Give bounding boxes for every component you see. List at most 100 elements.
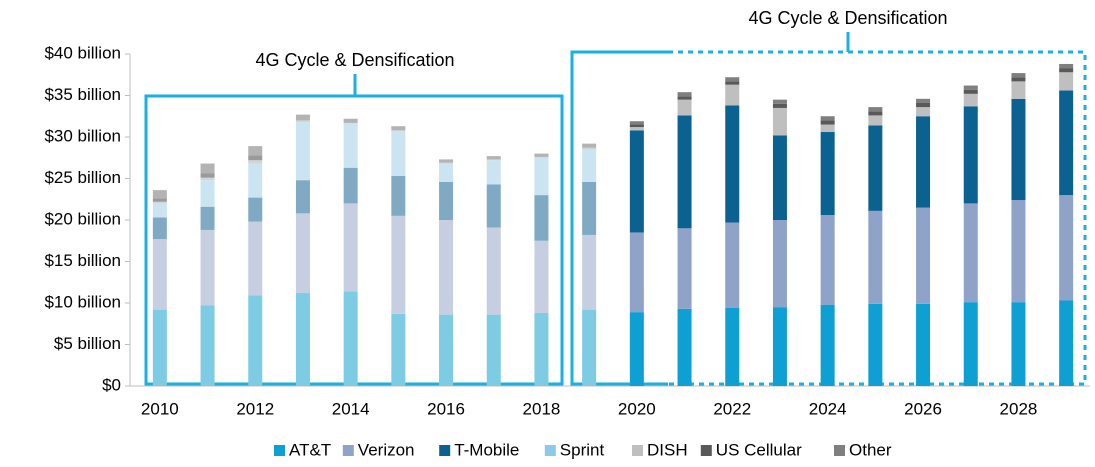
bar-segment xyxy=(963,302,978,386)
bar-segment xyxy=(582,309,597,386)
y-tick-label: $15 billion xyxy=(44,251,121,270)
bar-segment xyxy=(200,229,215,306)
bar-segment xyxy=(486,159,501,161)
bar-segment xyxy=(1011,200,1026,303)
bar-segment xyxy=(963,89,978,94)
bar-segment xyxy=(200,177,215,181)
bar-segment xyxy=(725,105,740,223)
bar-segment xyxy=(725,84,740,106)
bar-segment xyxy=(391,176,406,216)
bar-segment xyxy=(916,107,931,117)
bar-segment xyxy=(486,314,501,386)
bar-segment xyxy=(391,130,406,132)
bar-segment xyxy=(200,206,215,230)
legend-label: T-Mobile xyxy=(454,440,519,459)
x-tick-label: 2016 xyxy=(427,399,465,418)
legend-swatch xyxy=(274,445,285,456)
bar-segment xyxy=(677,228,692,309)
y-tick-label: $40 billion xyxy=(44,43,121,62)
bar-segment xyxy=(772,135,787,220)
annotation-boxes xyxy=(144,32,1087,386)
bar-segment xyxy=(820,215,835,305)
bar-segment xyxy=(677,99,692,116)
bar-segment xyxy=(629,232,644,313)
legend-label: Verizon xyxy=(358,440,415,459)
bar-segment xyxy=(772,307,787,386)
bar-segment xyxy=(772,103,787,108)
y-tick-label: $20 billion xyxy=(44,209,121,228)
bar-segment xyxy=(200,180,215,207)
legend-swatch xyxy=(544,445,556,456)
bar-segment xyxy=(152,198,167,202)
bar-segment xyxy=(629,124,644,128)
bar-segment xyxy=(677,96,692,100)
bar-segment xyxy=(820,304,835,386)
bar-segment xyxy=(820,120,835,125)
legend-swatch xyxy=(342,445,354,456)
bar-segment xyxy=(343,122,358,124)
bar-segment xyxy=(391,126,406,131)
bar-segment xyxy=(534,157,549,196)
bar-segment xyxy=(582,234,597,310)
bar-segment xyxy=(916,303,931,386)
bar-segment xyxy=(582,149,597,182)
bar-segment xyxy=(534,240,549,313)
bar-segment xyxy=(725,77,740,82)
bar-segment xyxy=(1011,77,1026,82)
bar-segment xyxy=(868,125,883,211)
bar-segment xyxy=(295,120,310,123)
y-tick-label: $30 billion xyxy=(44,126,121,145)
x-tick-label: 2028 xyxy=(1000,399,1038,418)
bar-segment xyxy=(629,121,644,125)
bar-segment xyxy=(677,92,692,97)
bar-segment xyxy=(152,309,167,386)
bar-segment xyxy=(439,314,454,386)
bar-segment xyxy=(295,293,310,386)
x-tick-label: 2010 xyxy=(141,399,179,418)
y-tick-label: $0 xyxy=(102,375,121,394)
bar-segment xyxy=(439,181,454,220)
y-tick-label: $25 billion xyxy=(44,168,121,187)
bar-segment xyxy=(916,102,931,108)
bar-segment xyxy=(200,305,215,386)
bar-segment xyxy=(295,213,310,294)
bar-segment xyxy=(1011,98,1026,201)
bar-segment xyxy=(152,201,167,204)
bar-segment xyxy=(486,156,501,160)
bar-segment xyxy=(439,163,454,182)
legend-label: Sprint xyxy=(560,440,605,459)
annotation-box xyxy=(570,50,668,386)
bar-segment xyxy=(629,130,644,233)
bar-segment xyxy=(582,181,597,235)
bar-segment xyxy=(295,122,310,181)
bar-segment xyxy=(772,107,787,136)
bar-segment xyxy=(725,307,740,386)
annotation: 4G Cycle & Densification xyxy=(255,50,454,70)
bar-segment xyxy=(772,99,787,104)
bar-segment xyxy=(1011,81,1026,99)
bar-segment xyxy=(248,163,263,198)
bar-segment xyxy=(1011,73,1026,78)
bar-segment xyxy=(152,203,167,218)
bar-segment xyxy=(677,308,692,386)
legend-swatch xyxy=(834,445,845,456)
bar-segment xyxy=(152,190,167,199)
legend-swatch xyxy=(700,445,712,456)
bar-segment xyxy=(868,107,883,112)
bar-segment xyxy=(343,167,358,204)
bar-segment xyxy=(963,93,978,107)
x-tick-label: 2026 xyxy=(904,399,942,418)
bar-segment xyxy=(868,210,883,304)
bar-segment xyxy=(439,220,454,315)
bar-segment xyxy=(1059,195,1074,301)
bar-segment xyxy=(439,159,454,163)
bar-segment xyxy=(343,203,358,292)
x-tick-label: 2022 xyxy=(713,399,751,418)
bar-segment xyxy=(916,116,931,208)
bar-segment xyxy=(582,143,597,148)
bar-segment xyxy=(582,147,597,150)
y-tick-label: $5 billion xyxy=(54,334,121,353)
x-tick-label: 2024 xyxy=(809,399,847,418)
bar-segment xyxy=(916,207,931,304)
